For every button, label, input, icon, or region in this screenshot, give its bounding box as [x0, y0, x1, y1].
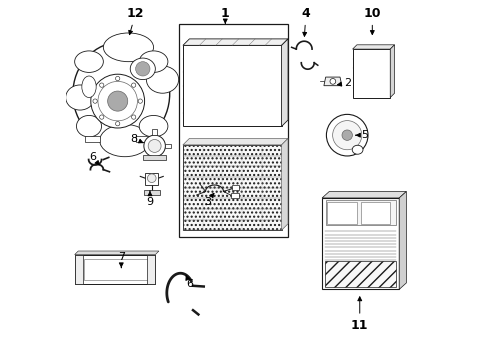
Bar — [325, 261, 396, 287]
Bar — [183, 145, 282, 230]
Ellipse shape — [76, 116, 101, 137]
Text: 8: 8 — [130, 134, 143, 144]
Text: 12: 12 — [127, 7, 145, 35]
Circle shape — [116, 122, 120, 126]
Text: 4: 4 — [301, 7, 310, 36]
Bar — [231, 193, 239, 198]
Bar — [183, 45, 282, 126]
Text: 2: 2 — [338, 78, 351, 88]
Bar — [232, 185, 239, 190]
Bar — [152, 129, 157, 135]
Bar — [146, 173, 158, 185]
Circle shape — [148, 139, 161, 152]
Text: 10: 10 — [364, 7, 381, 35]
Text: 3: 3 — [204, 193, 214, 207]
Bar — [144, 190, 160, 195]
Circle shape — [116, 76, 120, 81]
Ellipse shape — [73, 42, 170, 146]
Bar — [85, 136, 100, 142]
Ellipse shape — [100, 125, 150, 157]
Bar — [166, 144, 171, 148]
Bar — [353, 49, 390, 98]
Ellipse shape — [130, 58, 155, 80]
Polygon shape — [324, 77, 342, 86]
Text: 6: 6 — [186, 276, 193, 289]
Bar — [179, 24, 288, 237]
Circle shape — [131, 83, 136, 87]
Ellipse shape — [82, 76, 96, 98]
Bar — [326, 200, 395, 225]
Bar — [136, 136, 150, 142]
Polygon shape — [322, 192, 406, 198]
Ellipse shape — [74, 51, 103, 72]
Circle shape — [147, 174, 156, 183]
Polygon shape — [183, 138, 288, 145]
Bar — [84, 259, 150, 280]
Circle shape — [98, 81, 137, 121]
Bar — [361, 202, 390, 224]
Circle shape — [138, 99, 143, 103]
Text: 9: 9 — [147, 191, 153, 207]
Circle shape — [333, 121, 362, 150]
Circle shape — [131, 115, 136, 119]
Circle shape — [108, 91, 128, 111]
Polygon shape — [282, 39, 288, 126]
Polygon shape — [74, 251, 159, 255]
Ellipse shape — [66, 85, 95, 110]
Circle shape — [93, 99, 97, 103]
Circle shape — [342, 130, 352, 140]
Circle shape — [330, 78, 336, 84]
Ellipse shape — [139, 116, 168, 137]
Bar — [147, 255, 155, 284]
Bar — [322, 198, 399, 289]
Polygon shape — [282, 138, 288, 230]
Bar — [327, 202, 357, 224]
Polygon shape — [353, 45, 394, 49]
Text: 5: 5 — [356, 130, 368, 140]
Circle shape — [91, 74, 145, 128]
Ellipse shape — [139, 51, 168, 72]
Text: 1: 1 — [221, 7, 230, 23]
Bar — [74, 255, 82, 284]
Bar — [143, 155, 166, 159]
Ellipse shape — [147, 66, 179, 93]
Ellipse shape — [352, 145, 363, 154]
Text: 6: 6 — [89, 152, 99, 165]
Circle shape — [136, 62, 150, 76]
Bar — [74, 255, 155, 284]
Circle shape — [99, 115, 104, 119]
Polygon shape — [183, 39, 288, 45]
Text: 11: 11 — [351, 297, 368, 332]
Polygon shape — [390, 45, 394, 98]
Text: 7: 7 — [118, 252, 125, 268]
Ellipse shape — [103, 33, 153, 62]
Circle shape — [144, 135, 166, 157]
Circle shape — [326, 114, 368, 156]
Circle shape — [99, 83, 104, 87]
Polygon shape — [399, 192, 406, 289]
